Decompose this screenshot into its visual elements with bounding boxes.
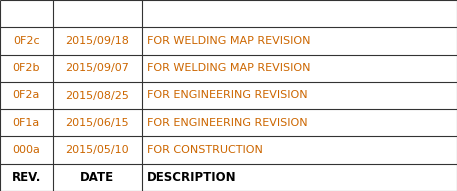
Text: 2015/08/25: 2015/08/25 xyxy=(65,91,129,100)
Text: FOR CONSTRUCTION: FOR CONSTRUCTION xyxy=(147,145,263,155)
Text: 2015/09/18: 2015/09/18 xyxy=(65,36,129,46)
Text: 0F1a: 0F1a xyxy=(13,118,40,128)
Text: FOR ENGINEERING REVISION: FOR ENGINEERING REVISION xyxy=(147,118,308,128)
Text: 000a: 000a xyxy=(12,145,40,155)
Text: DESCRIPTION: DESCRIPTION xyxy=(147,171,237,184)
Text: FOR WELDING MAP REVISION: FOR WELDING MAP REVISION xyxy=(147,63,311,73)
Text: 0F2a: 0F2a xyxy=(13,91,40,100)
Text: 2015/05/10: 2015/05/10 xyxy=(65,145,129,155)
Text: 2015/06/15: 2015/06/15 xyxy=(65,118,129,128)
Text: DATE: DATE xyxy=(80,171,114,184)
Text: 0F2c: 0F2c xyxy=(13,36,40,46)
Text: FOR WELDING MAP REVISION: FOR WELDING MAP REVISION xyxy=(147,36,311,46)
Text: 2015/09/07: 2015/09/07 xyxy=(65,63,129,73)
Text: FOR ENGINEERING REVISION: FOR ENGINEERING REVISION xyxy=(147,91,308,100)
Text: REV.: REV. xyxy=(11,171,41,184)
Text: 0F2b: 0F2b xyxy=(12,63,40,73)
